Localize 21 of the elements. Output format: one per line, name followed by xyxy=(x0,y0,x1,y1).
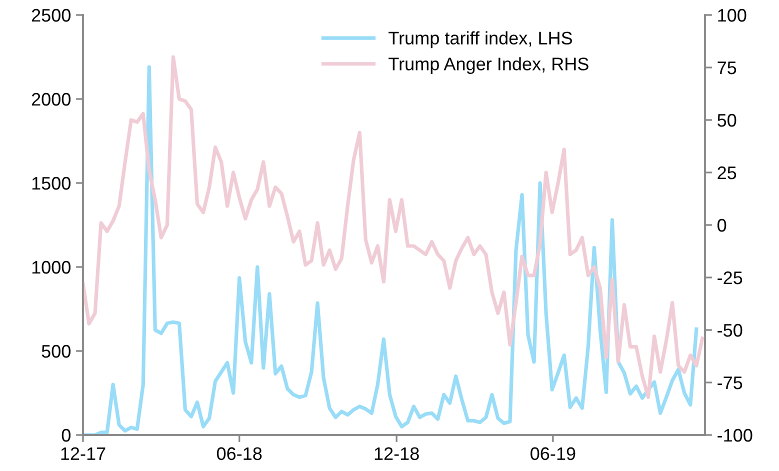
y2-tick-label: 75 xyxy=(718,62,736,74)
x-tick-label: 12-17 xyxy=(61,447,106,460)
y2-tick-label: 0 xyxy=(718,218,726,232)
x-tick-label: 06-18 xyxy=(216,447,262,460)
legend-label: Trump tariff index, LHS xyxy=(388,31,572,48)
y-tick-label: 2500 xyxy=(32,8,70,22)
y-tick-label: 1000 xyxy=(32,260,70,274)
y-tick-label: 0 xyxy=(62,428,70,442)
y-tick-label: 500 xyxy=(42,344,70,358)
x-tick-label: 06-19 xyxy=(530,447,576,460)
y2-tick-label: -100 xyxy=(718,428,752,442)
legend-label: Trump Anger Index, RHS xyxy=(388,57,588,74)
y2-tick-label: -25 xyxy=(718,271,742,284)
y-tick-label: 2000 xyxy=(32,92,70,106)
x-tick-label: 12-18 xyxy=(374,447,419,460)
y2-tick-label: 50 xyxy=(718,114,736,127)
y2-tick-label: 100 xyxy=(718,8,746,22)
y2-tick-label: -50 xyxy=(718,324,742,337)
y2-tick-label: 25 xyxy=(718,166,736,180)
y2-tick-label: -75 xyxy=(718,376,742,390)
y-tick-label: 1500 xyxy=(32,176,70,190)
